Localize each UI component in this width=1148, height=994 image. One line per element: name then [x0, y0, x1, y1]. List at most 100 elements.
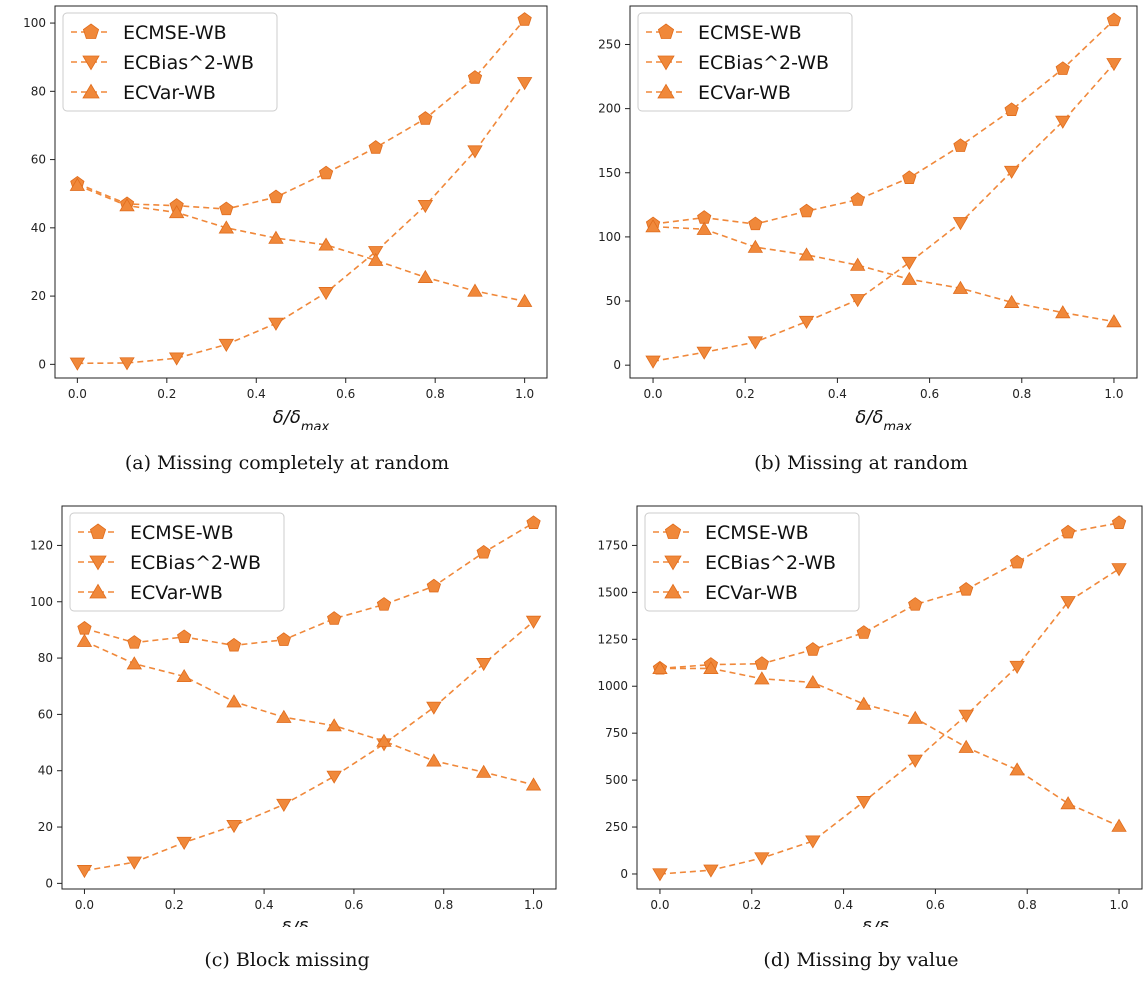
data-point: [1009, 762, 1025, 776]
data-point: [1106, 12, 1122, 27]
data-point: [1009, 660, 1025, 674]
data-point: [1111, 563, 1127, 577]
series-line-ecbias-2-wb: [659, 568, 1120, 875]
x-tick-label: 0.2: [157, 387, 176, 401]
x-axis-label: δ/δmax: [861, 918, 918, 927]
y-tick-label: 0: [613, 358, 621, 372]
y-tick-label: 20: [31, 289, 46, 303]
legend-marker: [82, 83, 100, 99]
x-axis-label-main: δ/δ: [855, 407, 883, 428]
y-tick-label: 80: [31, 84, 46, 98]
caption-b: (b) Missing at random: [754, 452, 968, 474]
data-point: [226, 819, 242, 834]
x-axis-label: δ/δmax: [281, 918, 338, 927]
data-point: [368, 140, 383, 154]
data-point: [517, 12, 532, 26]
data-point: [127, 635, 142, 649]
data-point: [367, 246, 384, 260]
data-point: [798, 247, 815, 261]
data-point: [276, 798, 292, 812]
data-point: [476, 764, 492, 778]
data-point: [953, 138, 968, 152]
y-tick-label: 0: [45, 876, 53, 890]
data-point: [476, 544, 491, 559]
data-point: [850, 192, 865, 206]
data-point: [856, 796, 872, 810]
x-tick-label: 0.8: [1012, 387, 1031, 401]
x-tick-label: 0.4: [834, 898, 853, 912]
series-line-ecvar-wb: [653, 225, 1115, 323]
data-point: [367, 252, 384, 266]
axes-frame: [629, 5, 1138, 379]
legend-marker: [664, 583, 682, 599]
x-tick-label: 0.8: [1018, 898, 1037, 912]
x-tick-label: 0.6: [926, 898, 945, 912]
series-line-ecmse-wb: [652, 19, 1115, 225]
axes-frame: [54, 5, 548, 379]
x-tick-label: 1.0: [1104, 387, 1123, 401]
data-point: [652, 868, 668, 882]
data-point: [467, 283, 483, 297]
data-point: [318, 165, 334, 180]
legend-marker: [89, 523, 107, 539]
legend-entry: ECMSE-WB: [123, 22, 227, 44]
chart-panel-c: 0.0 0.2 0.4 0.6 0.8 1.0 0 20 40 60 80 100 120 δ/δmax E…: [0, 497, 574, 994]
data-point: [901, 271, 918, 285]
x-tick-label: 0.6: [336, 387, 355, 401]
x-axis-label-main: δ/δ: [281, 918, 309, 927]
data-point: [1055, 61, 1070, 75]
data-point: [696, 346, 712, 360]
data-point: [417, 269, 434, 283]
data-point: [525, 777, 542, 791]
data-point: [268, 230, 284, 244]
data-point: [268, 189, 284, 204]
x-tick-label: 0.6: [344, 898, 363, 912]
y-tick-label: 250: [598, 37, 621, 51]
x-tick-label: 0.2: [742, 898, 761, 912]
data-point: [119, 357, 135, 371]
y-tick-label: 1500: [597, 585, 628, 599]
x-tick-label: 0.0: [650, 898, 669, 912]
legend-marker: [657, 55, 675, 71]
y-tick-label: 20: [38, 820, 53, 834]
data-point: [76, 633, 93, 647]
data-point: [376, 733, 392, 747]
data-point: [467, 70, 483, 84]
x-axis-label-main: δ/δ: [273, 407, 301, 428]
legend-entry: ECBias^2-WB: [698, 52, 829, 74]
data-point: [907, 710, 923, 724]
caption-d: (d) Missing by value: [763, 949, 959, 971]
data-point: [856, 625, 871, 639]
x-tick-label: 0.2: [736, 387, 755, 401]
data-point: [1106, 58, 1122, 72]
legend-entry: ECVar-WB: [705, 582, 798, 604]
data-point: [326, 718, 342, 732]
data-point: [849, 257, 866, 271]
data-point: [958, 709, 974, 723]
y-tick-label: 150: [598, 166, 621, 180]
y-tick-label: 0: [38, 357, 46, 371]
chart-panel-a: 0.0 0.2 0.4 0.6 0.8 1.0 0 20 40 60 80 100 δ/δmax ECMS…: [0, 0, 574, 497]
data-point: [1055, 115, 1071, 129]
data-point: [476, 658, 492, 672]
data-point: [703, 660, 719, 675]
legend-marker: [82, 23, 100, 39]
data-point: [516, 77, 533, 91]
data-point: [747, 239, 764, 253]
data-point: [426, 578, 441, 593]
caption-a: (a) Missing completely at random: [124, 452, 450, 474]
chart-d: 0.0 0.2 0.4 0.6 0.8 1.0 0 250 500 750 1000 1250 1500…: [597, 505, 1143, 927]
data-point: [168, 205, 185, 219]
data-point: [326, 770, 342, 784]
y-tick-label: 500: [605, 773, 628, 787]
data-point: [526, 515, 541, 529]
y-tick-label: 1250: [597, 632, 628, 646]
data-point: [1111, 818, 1127, 832]
series-line-ecmse-wb: [84, 522, 534, 647]
data-point: [516, 293, 533, 307]
data-point: [69, 177, 86, 191]
y-tick-label: 750: [605, 726, 628, 740]
x-tick-label: 0.4: [255, 898, 274, 912]
data-point: [958, 739, 974, 753]
x-tick-label: 0.8: [426, 387, 445, 401]
